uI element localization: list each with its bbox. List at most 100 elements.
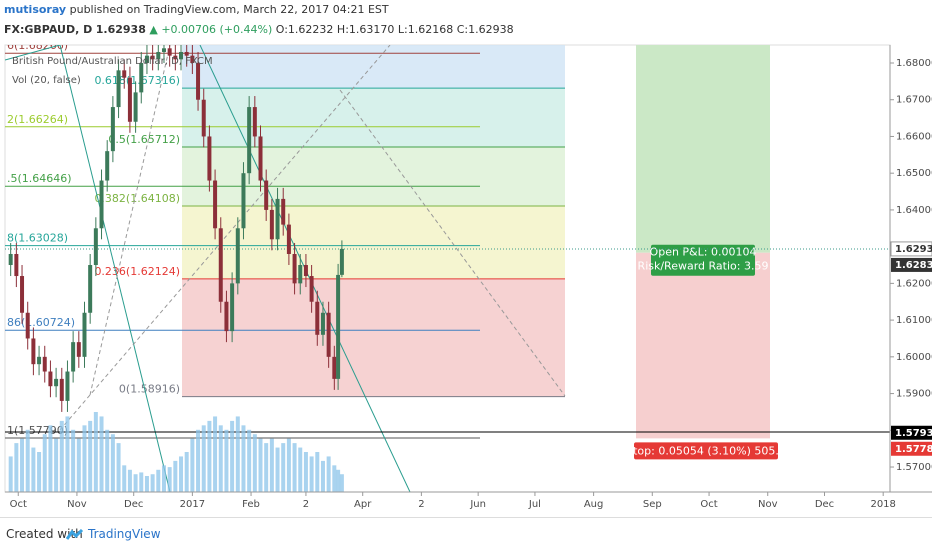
volume-bar bbox=[99, 416, 104, 492]
candle-body bbox=[139, 62, 144, 93]
y-tick-label: 1.57000 bbox=[896, 462, 932, 473]
candle-body bbox=[247, 107, 252, 174]
candle-body bbox=[31, 338, 36, 365]
candle-body bbox=[144, 55, 149, 63]
volume-bar bbox=[139, 472, 144, 492]
drawing bbox=[89, 45, 171, 396]
candle-body bbox=[59, 378, 64, 401]
candle-body bbox=[99, 180, 104, 229]
candle-body bbox=[173, 55, 178, 60]
candle-body bbox=[122, 70, 127, 78]
candle-body bbox=[48, 371, 53, 387]
candle-body bbox=[184, 51, 189, 56]
volume-bar bbox=[144, 476, 149, 492]
volume-bar bbox=[275, 447, 280, 492]
fib-band bbox=[182, 88, 565, 148]
candle-body bbox=[127, 77, 132, 122]
volume-bar bbox=[48, 425, 53, 492]
volume-bar bbox=[332, 465, 337, 492]
candle-body bbox=[258, 136, 263, 181]
published: published on TradingView.com, March 22, … bbox=[69, 3, 389, 16]
y-tick-label: 1.67000 bbox=[896, 95, 932, 106]
candle-body bbox=[116, 70, 121, 108]
y-tick-label: 1.68000 bbox=[896, 58, 932, 69]
y-tick-label: 1.62000 bbox=[896, 278, 932, 289]
volume-bar bbox=[286, 438, 291, 492]
volume-bar bbox=[122, 465, 127, 492]
volume-bar bbox=[173, 460, 178, 492]
price-label-box bbox=[891, 441, 932, 456]
volume-bar bbox=[150, 474, 155, 492]
candle-body bbox=[150, 55, 155, 60]
author: mutisoray bbox=[4, 3, 67, 16]
volume-bar bbox=[161, 465, 166, 492]
volume-bar bbox=[133, 474, 138, 492]
change: ▲ +0.00706 (+0.44%) bbox=[149, 23, 273, 36]
candle-body bbox=[20, 276, 25, 313]
candle-body bbox=[167, 48, 172, 56]
drawing bbox=[5, 45, 61, 61]
candle-body bbox=[241, 173, 246, 229]
volume-bar bbox=[292, 443, 297, 492]
pnl-label: Open P&L: 0.00104 bbox=[650, 246, 757, 259]
candle-body bbox=[230, 283, 235, 332]
candle-body bbox=[133, 92, 138, 122]
price-label: 1.62834 bbox=[895, 260, 932, 271]
volume-bar bbox=[320, 460, 325, 492]
volume-bar bbox=[218, 425, 223, 492]
fib-label: 0.236(1.62124) bbox=[94, 265, 180, 278]
candle-body bbox=[37, 356, 42, 365]
candle-body bbox=[320, 312, 325, 335]
volume-bar bbox=[59, 420, 64, 492]
candle-body bbox=[235, 228, 240, 284]
volume-bar bbox=[298, 447, 303, 492]
x-tick-label: Feb bbox=[242, 499, 260, 510]
x-tick-label: 2 bbox=[303, 499, 309, 510]
candle-body bbox=[264, 180, 269, 210]
candle-body bbox=[303, 265, 308, 277]
volume-bar bbox=[93, 412, 98, 492]
volume-bar bbox=[156, 469, 161, 492]
volume-bar bbox=[196, 429, 201, 492]
volume-bar bbox=[315, 452, 320, 492]
y-tick-label: 1.64000 bbox=[896, 205, 932, 216]
volume-bar bbox=[258, 438, 263, 492]
volume-bar bbox=[269, 438, 274, 492]
candle-body bbox=[332, 356, 337, 379]
candle-body bbox=[8, 253, 13, 266]
volume-bar bbox=[54, 438, 59, 492]
drawing bbox=[59, 45, 391, 431]
candle-body bbox=[336, 274, 341, 379]
candle-body bbox=[179, 51, 184, 60]
volume-bar bbox=[339, 474, 344, 492]
plot: 0(1.58916) 0.236(1.62124) 0.382(1.64108) 0.… bbox=[5, 39, 890, 492]
candle-body bbox=[82, 312, 87, 357]
volume-bar bbox=[336, 469, 341, 492]
volume-bar bbox=[252, 434, 257, 492]
candle-body bbox=[315, 301, 320, 335]
fib-label: 86(1.60724) bbox=[7, 316, 75, 329]
fib-label: 6(1.68266) bbox=[7, 39, 68, 52]
volume-bar bbox=[184, 452, 189, 492]
candle-body bbox=[326, 312, 331, 357]
candle-body bbox=[105, 151, 110, 181]
candle-body bbox=[42, 356, 47, 372]
volume-bar bbox=[82, 425, 87, 492]
x-tick-label: Dec bbox=[815, 499, 834, 510]
candle-body bbox=[275, 198, 280, 240]
drawing bbox=[59, 45, 171, 492]
target-zone bbox=[636, 45, 770, 253]
volume-bar bbox=[37, 452, 42, 492]
stop-label: Stop: 0.05054 (3.10%) 505.4 bbox=[626, 444, 786, 457]
pnl-box bbox=[651, 244, 755, 276]
candle-body bbox=[252, 107, 257, 137]
volume-bar bbox=[281, 443, 286, 492]
brand: TradingView bbox=[88, 527, 161, 541]
candle-body bbox=[93, 228, 98, 266]
candle-body bbox=[298, 265, 303, 284]
volume-bar bbox=[65, 416, 70, 492]
logo bbox=[66, 529, 84, 540]
volume-bar bbox=[76, 438, 81, 492]
volume-bar bbox=[264, 443, 269, 492]
fib-label: 0.382(1.64108) bbox=[94, 192, 180, 205]
